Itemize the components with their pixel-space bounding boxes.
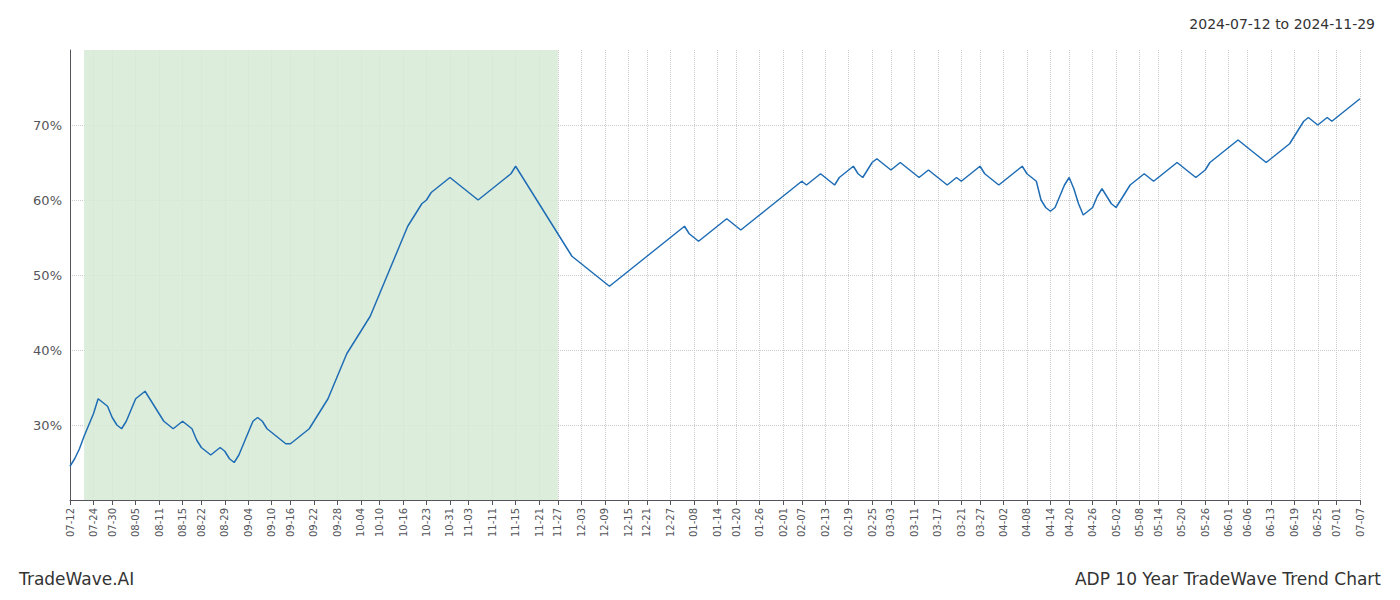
svg-text:10-23: 10-23 [421, 508, 432, 537]
svg-text:10-16: 10-16 [398, 508, 409, 537]
svg-text:09-28: 09-28 [332, 508, 343, 537]
svg-text:02-07: 02-07 [796, 508, 807, 537]
svg-text:06-13: 06-13 [1265, 508, 1276, 537]
svg-text:10-31: 10-31 [444, 508, 455, 537]
svg-text:07-01: 07-01 [1331, 508, 1342, 537]
svg-text:03-03: 03-03 [885, 508, 896, 537]
svg-text:06-01: 06-01 [1223, 508, 1234, 537]
svg-text:07-12: 07-12 [65, 508, 76, 537]
svg-text:05-02: 05-02 [1111, 508, 1122, 537]
svg-text:10-04: 10-04 [355, 508, 366, 537]
svg-text:11-15: 11-15 [510, 508, 521, 537]
svg-text:12-15: 12-15 [623, 508, 634, 537]
svg-text:08-05: 08-05 [130, 508, 141, 537]
svg-text:12-21: 12-21 [641, 508, 652, 537]
svg-text:02-13: 02-13 [820, 508, 831, 537]
svg-text:02-25: 02-25 [867, 508, 878, 537]
svg-text:04-26: 04-26 [1087, 508, 1098, 537]
svg-text:05-14: 05-14 [1153, 508, 1164, 537]
svg-text:05-26: 05-26 [1200, 508, 1211, 537]
svg-text:09-22: 09-22 [308, 508, 319, 537]
svg-text:03-21: 03-21 [956, 508, 967, 537]
svg-text:09-16: 09-16 [285, 508, 296, 537]
svg-text:11-21: 11-21 [534, 508, 545, 537]
svg-text:08-15: 08-15 [177, 508, 188, 537]
svg-text:08-11: 08-11 [154, 508, 165, 537]
svg-text:06-06: 06-06 [1242, 508, 1253, 537]
svg-text:06-19: 06-19 [1289, 508, 1300, 537]
svg-text:01-26: 01-26 [754, 508, 765, 537]
svg-text:04-14: 04-14 [1045, 508, 1056, 537]
svg-text:09-04: 09-04 [243, 508, 254, 537]
svg-text:04-20: 04-20 [1064, 508, 1075, 537]
svg-text:04-08: 04-08 [1021, 508, 1032, 537]
svg-text:50%: 50% [33, 268, 62, 283]
svg-text:05-08: 05-08 [1134, 508, 1145, 537]
svg-text:01-14: 01-14 [712, 508, 723, 537]
svg-text:12-03: 12-03 [576, 508, 587, 537]
svg-text:08-29: 08-29 [219, 508, 230, 537]
svg-text:07-24: 07-24 [88, 508, 99, 537]
svg-text:08-22: 08-22 [196, 508, 207, 537]
svg-text:30%: 30% [33, 418, 62, 433]
svg-text:10-10: 10-10 [374, 508, 385, 537]
svg-text:02-01: 02-01 [778, 508, 789, 537]
svg-text:06-25: 06-25 [1312, 508, 1323, 537]
svg-text:03-17: 03-17 [932, 508, 943, 537]
svg-text:04-02: 04-02 [998, 508, 1009, 537]
svg-text:60%: 60% [33, 193, 62, 208]
svg-text:11-11: 11-11 [487, 508, 498, 537]
svg-text:03-11: 03-11 [909, 508, 920, 537]
svg-text:11-27: 11-27 [552, 508, 563, 537]
svg-text:2024-07-12 to 2024-11-29: 2024-07-12 to 2024-11-29 [1189, 16, 1375, 32]
svg-text:11-03: 11-03 [463, 508, 474, 537]
svg-text:12-27: 12-27 [665, 508, 676, 537]
svg-text:07-07: 07-07 [1355, 508, 1366, 537]
svg-text:01-20: 01-20 [731, 508, 742, 537]
svg-text:TradeWave.AI: TradeWave.AI [18, 569, 134, 589]
svg-text:ADP 10 Year TradeWave Trend Ch: ADP 10 Year TradeWave Trend Chart [1075, 569, 1381, 589]
svg-text:03-27: 03-27 [975, 508, 986, 537]
svg-text:40%: 40% [33, 343, 62, 358]
svg-text:01-08: 01-08 [688, 508, 699, 537]
svg-text:02-19: 02-19 [843, 508, 854, 537]
svg-text:09-10: 09-10 [266, 508, 277, 537]
svg-text:05-20: 05-20 [1176, 508, 1187, 537]
svg-text:12-09: 12-09 [599, 508, 610, 537]
svg-text:07-30: 07-30 [107, 508, 118, 537]
svg-text:70%: 70% [33, 118, 62, 133]
